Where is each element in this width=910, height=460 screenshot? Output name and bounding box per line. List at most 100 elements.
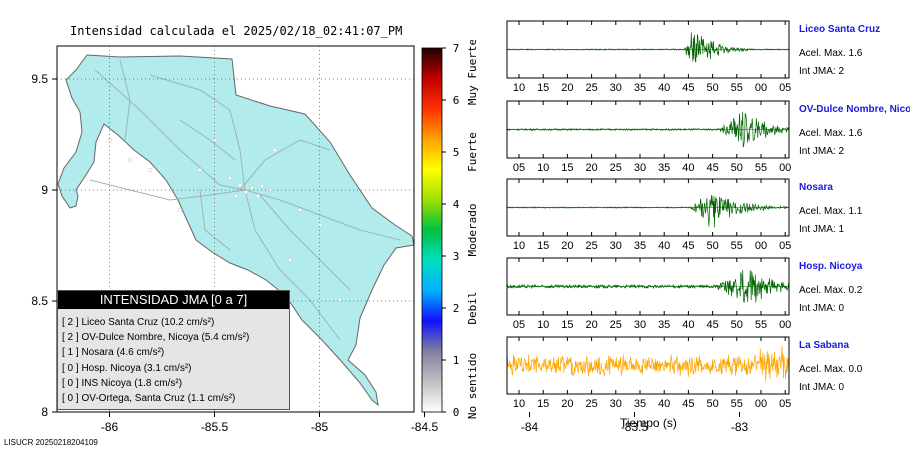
waveform-tick-label: 40	[682, 319, 694, 331]
waveform-tick-label: 50	[731, 319, 743, 331]
waveform-tick-label: 15	[537, 240, 549, 252]
colorbar-tick: 7	[453, 42, 460, 55]
waveform-x-axis-label: Tiempo (s)	[620, 416, 677, 430]
legend-item: [ 0 ] OV-Ortega, Santa Cruz (1.1 cm/s²)	[62, 393, 236, 405]
colorbar-tick: 6	[453, 94, 460, 107]
waveform-tick-label: 20	[561, 398, 573, 410]
colorbar-tick: 3	[453, 250, 460, 263]
waveform-tick-label: 55	[731, 82, 743, 94]
waveform-tick-label: 25	[585, 398, 597, 410]
station-name: La Sabana	[799, 340, 850, 351]
waveform-tick-label: 35	[658, 319, 670, 331]
waveform-tick-label: 55	[755, 319, 767, 331]
waveform-tick-label: 40	[658, 82, 670, 94]
waveform-panel: 10 15 20 25 30 35 40 45 50 55 00 05	[506, 20, 791, 94]
station-jma-intensity: Int JMA: 2	[799, 66, 845, 77]
waveform-tick-label: 45	[706, 319, 718, 331]
map-ytick-label: 8.5	[31, 294, 48, 308]
waveform-tick-label: 10	[537, 319, 549, 331]
map-xtick-label: -86	[101, 420, 119, 434]
waveform-tick-label: 50	[706, 82, 718, 94]
map-frame	[56, 45, 415, 413]
map-axis-ticks: -86-85.5-85-84.5-84-83.5-831110.5109.598…	[31, 72, 749, 434]
colorbar-tick: 1	[453, 354, 460, 367]
legend-item: [ 2 ] OV-Dulce Nombre, Nicoya (5.4 cm/s²…	[62, 332, 250, 344]
waveform-tick-label: 50	[731, 162, 743, 174]
waveform-tick-label: 40	[682, 162, 694, 174]
waveform-tick-label: 10	[513, 82, 525, 94]
waveform-tick-label: 00	[755, 82, 767, 94]
waveform-tick-label: 35	[658, 162, 670, 174]
station-jma-intensity: Int JMA: 2	[799, 146, 845, 157]
waveform-panel: 10 15 20 25 30 35 40 45 50 55 00 05	[506, 336, 791, 410]
station-name: OV-Dulce Nombre, Nicoya	[799, 104, 910, 115]
waveform-panel: 05 10 15 20 25 30 35 40 45 50 55 00	[506, 257, 791, 331]
waveform-panel: 05 10 15 20 25 30 35 40 45 50 55 00	[506, 100, 791, 174]
colorbar-tick: 4	[453, 198, 460, 211]
station-jma-intensity: Int JMA: 0	[799, 382, 845, 393]
waveform-frame	[506, 100, 790, 159]
waveform-tick-label: 45	[682, 398, 694, 410]
station-max-accel: Acel. Max. 1.6	[799, 48, 863, 59]
station-jma-intensity: Int JMA: 1	[799, 224, 845, 235]
waveform-tick-label: 05	[779, 398, 791, 410]
waveform-tick-label: 30	[610, 240, 622, 252]
colorbar-category-label: Fuerte	[466, 132, 479, 172]
waveform-frame	[506, 257, 790, 316]
waveform-tick-label: 25	[610, 162, 622, 174]
waveform-trace	[506, 111, 790, 148]
waveform-tick-label: 20	[561, 82, 573, 94]
costa-rica-landmass	[57, 54, 414, 407]
waveform-tick-label: 50	[706, 398, 718, 410]
station-max-accel: Acel. Max. 1.6	[799, 128, 863, 139]
waveform-tick-label: 05	[513, 319, 525, 331]
waveform-tick-label: 45	[706, 162, 718, 174]
waveform-tick-label: 05	[779, 82, 791, 94]
waveform-trace	[506, 32, 790, 63]
waveform-tick-label: 45	[682, 82, 694, 94]
waveform-trace	[506, 194, 790, 228]
waveform-tick-label: 30	[634, 319, 646, 331]
waveform-tick-label: 30	[634, 162, 646, 174]
colorbar-tick: 2	[453, 302, 460, 315]
legend-item: [ 1 ] Nosara (4.6 cm/s²)	[62, 347, 165, 359]
waveform-tick-label: 25	[585, 240, 597, 252]
waveform-tick-label: 20	[561, 240, 573, 252]
waveform-tick-label: 30	[610, 398, 622, 410]
waveform-tick-label: 30	[610, 82, 622, 94]
legend-list: [ 2 ] Liceo Santa Cruz (10.2 cm/s²) [ 2 ]…	[58, 309, 289, 406]
waveform-tick-label: 35	[634, 398, 646, 410]
waveform-tick-label: 55	[731, 398, 743, 410]
colorbar-category-label: Muy Fuerte	[466, 40, 479, 105]
waveform-tick-label: 00	[779, 319, 791, 331]
map-xtick-label: -85.5	[201, 420, 229, 434]
waveform-tick-label: 15	[561, 162, 573, 174]
legend-item: [ 2 ] Liceo Santa Cruz (10.2 cm/s²)	[62, 317, 215, 328]
waveform-tick-label: 50	[706, 240, 718, 252]
waveform-tick-label: 00	[779, 162, 791, 174]
waveform-tick-label: 10	[513, 240, 525, 252]
waveform-tick-label: 10	[537, 162, 549, 174]
map-ytick-label: 8	[41, 405, 48, 419]
waveform-tick-label: 35	[634, 240, 646, 252]
waveform-tick-label: 00	[755, 398, 767, 410]
station-jma-intensity: Int JMA: 0	[799, 303, 845, 314]
waveform-tick-label: 15	[561, 319, 573, 331]
waveform-panel: 10 15 20 25 30 35 40 45 50 55 00 05	[506, 178, 791, 252]
waveform-tick-label: 20	[585, 162, 597, 174]
waveform-tick-label: 05	[513, 162, 525, 174]
map-xtick-label: -83	[731, 420, 749, 434]
waveform-trace	[506, 345, 790, 382]
waveform-frame	[506, 336, 790, 395]
waveform-frame	[506, 178, 790, 237]
station-name: Liceo Santa Cruz	[799, 24, 881, 35]
waveform-tick-label: 55	[755, 162, 767, 174]
legend-title: INTENSIDAD JMA [0 a 7]	[58, 291, 289, 309]
waveform-tick-label: 20	[585, 319, 597, 331]
waveform-tick-label: 35	[634, 82, 646, 94]
map-ytick-label: 9.5	[31, 72, 48, 86]
waveform-tick-label: 15	[537, 82, 549, 94]
waveform-tick-label: 40	[658, 398, 670, 410]
map-xtick-label: -83.5	[621, 420, 649, 434]
